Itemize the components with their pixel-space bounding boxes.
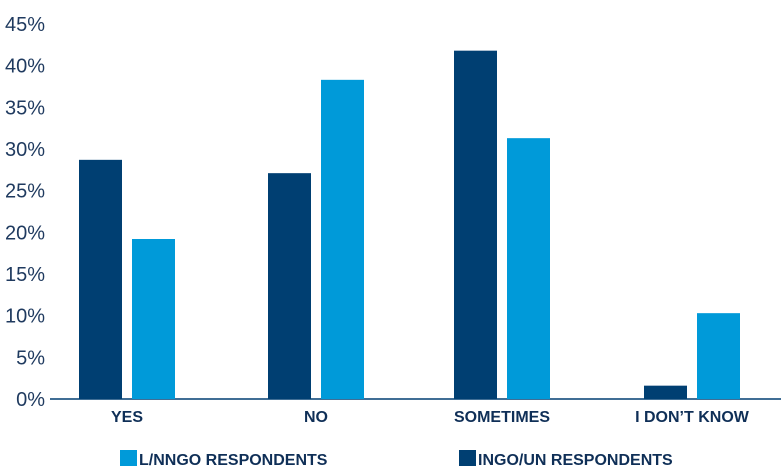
y-tick-label: 10% — [5, 306, 45, 328]
y-tick-label: 20% — [5, 222, 45, 244]
category-labels: YES NO SOMETIMES I DON’T KNOW — [111, 409, 750, 426]
bar-l-nngo-2 — [507, 138, 550, 399]
bar-ingo-un-3 — [644, 385, 687, 399]
y-tick-label: 25% — [5, 181, 45, 203]
x-tick-label: I DON’T KNOW — [635, 409, 750, 426]
bar-l-nngo-3 — [697, 313, 740, 399]
x-tick-label: NO — [304, 409, 328, 426]
legend-swatch — [120, 450, 137, 466]
bar-l-nngo-1 — [321, 79, 364, 399]
x-tick-label: SOMETIMES — [454, 409, 550, 426]
bar-l-nngo-0 — [132, 239, 175, 399]
y-tick-label: 40% — [5, 56, 45, 78]
legend-label: INGO/UN RESPONDENTS — [478, 452, 673, 468]
y-tick-label: 0% — [16, 389, 45, 411]
y-tick-label: 15% — [5, 264, 45, 286]
x-tick-label: YES — [111, 409, 143, 426]
y-axis-ticks: 0% 5% 10% 15% 20% 25% 30% 35% 40% 45% — [5, 14, 45, 411]
legend-label: L/NNGO RESPONDENTS — [139, 452, 328, 468]
legend-swatch — [459, 450, 476, 466]
bars-group — [79, 50, 740, 400]
legend: L/NNGO RESPONDENTS INGO/UN RESPONDENTS — [120, 450, 673, 468]
bar-ingo-un-2 — [454, 50, 497, 400]
bar-ingo-un-1 — [268, 173, 311, 399]
y-tick-label: 5% — [16, 347, 45, 369]
y-tick-label: 35% — [5, 97, 45, 119]
y-tick-label: 45% — [5, 14, 45, 36]
y-tick-label: 30% — [5, 139, 45, 161]
bar-ingo-un-0 — [79, 159, 122, 399]
